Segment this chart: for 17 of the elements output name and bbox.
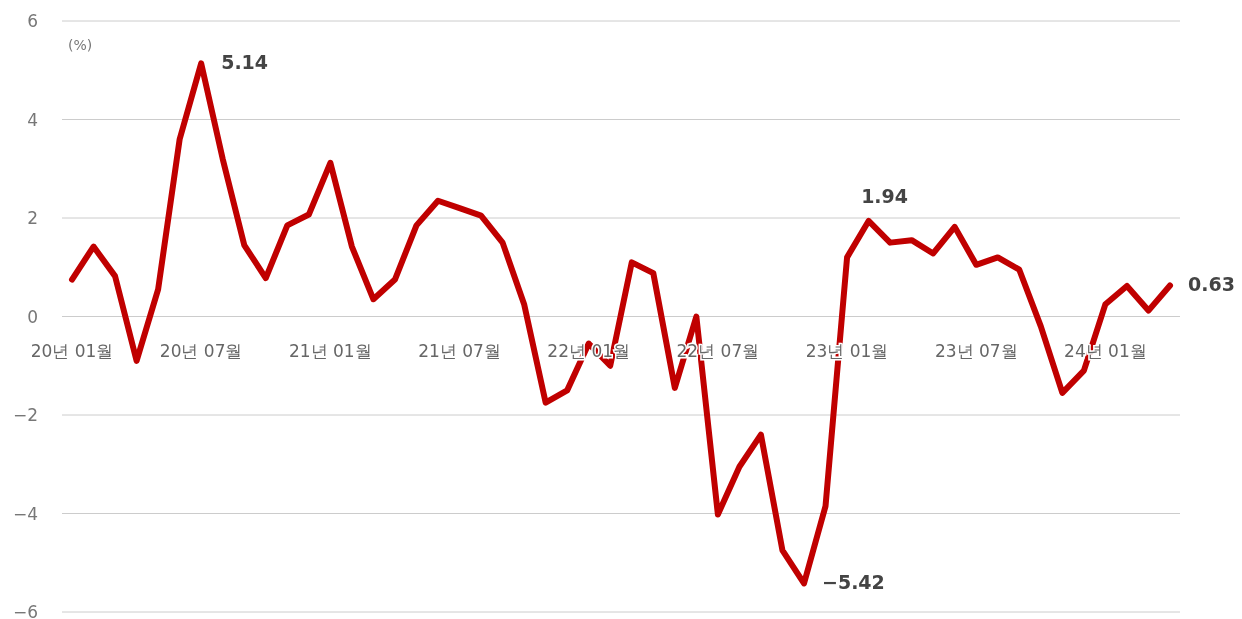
data-label: 5.14 <box>221 51 269 74</box>
y-tick-label: 2 <box>27 208 38 228</box>
x-tick-label: 20년 07월 <box>159 340 243 361</box>
data-label: 1.94 <box>861 184 909 207</box>
y-tick-label: −4 <box>12 503 38 524</box>
data-label: 0.63 <box>1188 273 1235 296</box>
data-label: −5.42 <box>822 571 885 594</box>
y-tick-label: 6 <box>27 11 38 31</box>
x-tick-label: 21년 01월 <box>289 340 372 361</box>
y-tick-label: 0 <box>27 306 38 327</box>
y-tick-label: −2 <box>12 405 38 425</box>
x-tick-label: 20년 01월 <box>30 340 114 361</box>
y-tick-label: 4 <box>27 109 38 130</box>
y-axis-title: (%) <box>68 37 93 53</box>
y-tick-label: −6 <box>12 602 38 619</box>
x-tick-label: 23년 07월 <box>934 340 1018 361</box>
x-tick-label: 21년 07월 <box>418 340 501 361</box>
